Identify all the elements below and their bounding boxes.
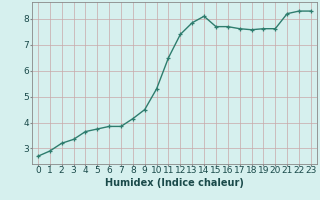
X-axis label: Humidex (Indice chaleur): Humidex (Indice chaleur) — [105, 178, 244, 188]
